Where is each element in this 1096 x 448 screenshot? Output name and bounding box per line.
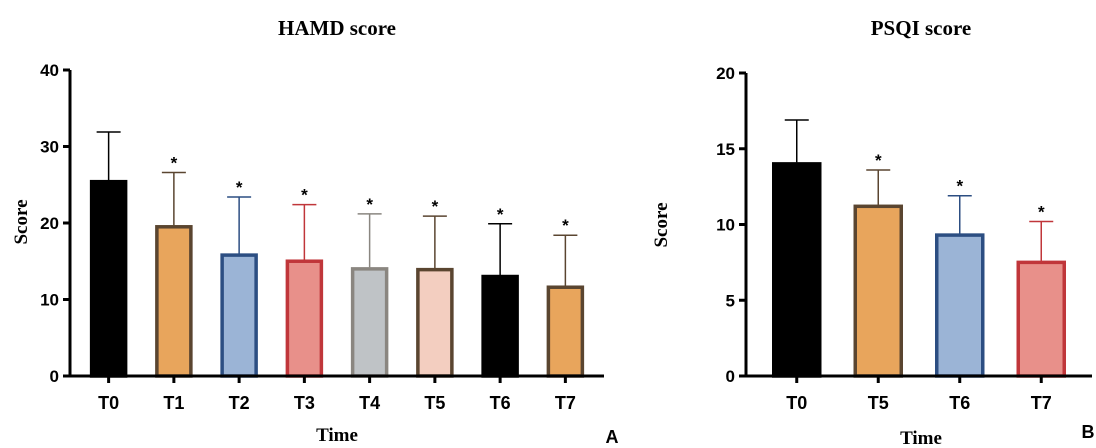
y-tick-label: 10 [716,216,735,235]
x-tick-label: T1 [163,393,184,413]
x-tick-label: T5 [424,393,445,413]
y-axis-label: Score [11,199,32,244]
bar [155,225,193,378]
bar [546,285,585,378]
significance-marker: * [1038,202,1045,221]
bar [935,233,985,378]
x-tick-label: T5 [868,393,889,413]
x-tick-label: T3 [294,393,315,413]
x-tick-label: T4 [359,393,380,413]
chart-title: HAMD score [278,16,396,40]
x-tick-label: T2 [229,393,250,413]
x-tick-label: T6 [490,393,511,413]
significance-marker: * [301,186,308,205]
plot-area: 0 10 20 30 40 T0 * T1 * T2 * T3 * T4 * T5 * T6 * T7 [40,61,604,413]
plot-area: 0 5 10 15 20 T0 * T5 * T6 * T7 [716,64,1092,413]
x-axis-label: Time [316,425,358,446]
significance-marker: * [497,205,504,224]
x-tick-label: T0 [98,393,119,413]
significance-marker: * [171,154,178,173]
bar [285,259,324,378]
significance-marker: * [236,178,243,197]
bar [220,253,258,378]
significance-marker: * [366,195,373,214]
y-tick-label: 20 [40,214,59,233]
significance-marker: * [432,197,439,216]
y-tick-label: 0 [726,367,735,386]
y-tick-label: 5 [726,291,735,310]
bar [772,162,822,378]
bar [350,267,389,378]
significance-marker: * [562,216,569,235]
bar [89,179,128,378]
y-axis-label: Score [651,202,672,247]
y-tick-label: 30 [40,138,59,157]
significance-marker: * [956,177,963,196]
psqi-chart: PSQI score Score Time B 0 5 10 15 20 T0 * T5 * T6… [651,16,1095,448]
x-tick-label: T6 [949,393,970,413]
panel-label: B [1082,422,1095,442]
x-axis-label: Time [900,428,942,448]
y-tick-label: 20 [716,64,735,83]
x-tick-label: T7 [555,393,576,413]
x-tick-label: T7 [1031,393,1052,413]
bar [853,204,903,378]
bar [481,274,519,378]
y-tick-label: 40 [40,61,59,80]
panel-label: A [606,427,619,447]
x-tick-label: T0 [786,393,807,413]
chart-title: PSQI score [871,16,972,40]
bar [1016,260,1066,378]
y-tick-label: 15 [716,140,735,159]
hamd-chart: HAMD score Score Time A 0 10 20 30 40 T0 * T1 * T… [11,16,619,447]
y-tick-label: 0 [50,367,59,386]
y-tick-label: 10 [40,291,59,310]
bar [416,267,454,378]
significance-marker: * [875,151,882,170]
